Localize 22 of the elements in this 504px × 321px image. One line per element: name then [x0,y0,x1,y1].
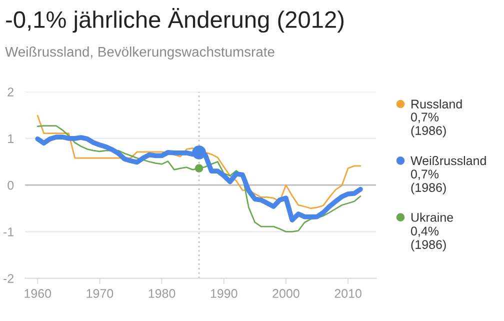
x-tick-label: 2000 [272,289,300,298]
y-tick-label: 2 [8,88,14,96]
line-series [36,114,362,210]
text: 0,7% (1986) [410,170,446,194]
y-tick-label: 0 [8,180,14,190]
y-tick-label: -1 [4,228,14,236]
chart-subtitle: Weißrussland, Bevölkerungswachstumsrate [5,46,274,60]
y-tick-label: -2 [4,274,14,283]
legend-label: Weißrussland [410,156,486,166]
text: 0,7% (1986) [410,112,446,138]
text: 0,4% (1986) [410,226,446,252]
x-tick-label: 1980 [148,289,176,298]
x-tick-label: 2010 [334,289,362,298]
line-series [36,125,362,232]
x-tick-label: 1960 [24,289,52,298]
legend-label: Russland [412,99,462,109]
y-tick-label: 1 [8,134,14,143]
legend-label: Ukraine [411,212,454,222]
line-series [35,134,363,222]
x-tick-label: 1990 [210,289,238,298]
x-tick-label: 1970 [86,289,114,298]
chart-title: -0,1% jährliche Änderung (2012) [6,8,344,33]
